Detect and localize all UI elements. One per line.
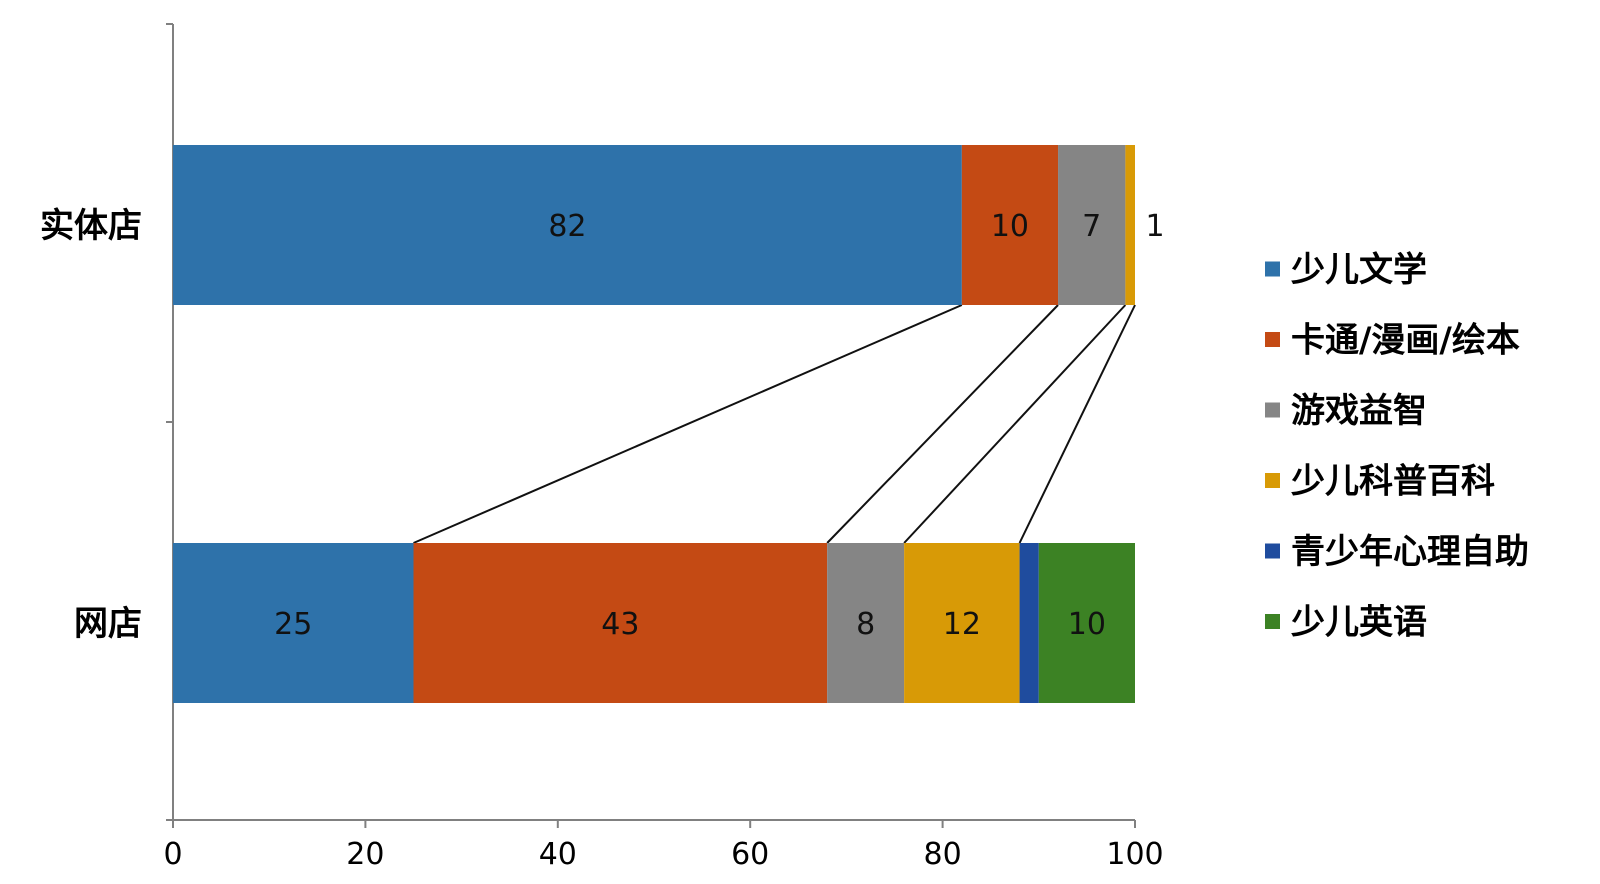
- data-label: 10: [991, 209, 1029, 244]
- legend-label: 青少年心理自助: [1291, 532, 1529, 572]
- connector-line: [1018, 304, 1136, 544]
- data-label: 12: [943, 607, 981, 642]
- x-tick-label: 100: [1106, 837, 1163, 872]
- legend-label: 少儿文学: [1291, 250, 1427, 290]
- bar-segment: [1058, 145, 1126, 305]
- bar-segment: [1019, 543, 1039, 703]
- bars: 8210712543812210: [173, 145, 1165, 703]
- legend-label: 少儿科普百科: [1291, 462, 1495, 502]
- x-tick-label: 60: [731, 837, 769, 872]
- category-label: 网店: [74, 604, 142, 644]
- x-tick-labels: 0 20 40 60 80 100: [163, 837, 1163, 872]
- legend-swatch: [1265, 473, 1280, 488]
- axes: [166, 23, 1136, 828]
- bar-segment: [1125, 145, 1135, 305]
- category-label: 实体店: [40, 206, 142, 246]
- data-label: 1: [1145, 209, 1164, 244]
- data-label: 82: [548, 209, 586, 244]
- legend-swatch: [1265, 614, 1280, 629]
- data-label: 43: [601, 607, 639, 642]
- x-tick-label: 20: [346, 837, 384, 872]
- legend-swatch: [1265, 402, 1280, 418]
- bar-segment: [961, 145, 1059, 305]
- legend-swatch: [1265, 332, 1280, 347]
- x-tick-label: 40: [539, 837, 577, 872]
- data-label: 10: [1068, 607, 1106, 642]
- data-label: 8: [856, 607, 875, 642]
- legend-label: 游戏益智: [1291, 391, 1427, 431]
- x-tick-label: 0: [163, 837, 182, 872]
- bar-segment: [827, 543, 905, 703]
- x-tick-label: 80: [924, 837, 962, 872]
- connector-lines: [413, 304, 1136, 544]
- connector-line: [413, 304, 963, 544]
- bar-segment: [173, 145, 962, 305]
- bar-segment: [1038, 543, 1135, 703]
- legend-swatch: [1265, 261, 1280, 277]
- data-label: 25: [274, 607, 312, 642]
- connector-line: [826, 304, 1059, 544]
- legend-label: 少儿英语: [1291, 603, 1427, 643]
- bar-segment: [904, 543, 1020, 703]
- connector-line: [903, 304, 1127, 544]
- bar-segment: [173, 543, 414, 703]
- bar-segment: [413, 543, 828, 703]
- data-label: 7: [1082, 209, 1101, 244]
- legend-swatch: [1265, 543, 1280, 559]
- legend-label: 卡通/漫画/绘本: [1291, 321, 1520, 361]
